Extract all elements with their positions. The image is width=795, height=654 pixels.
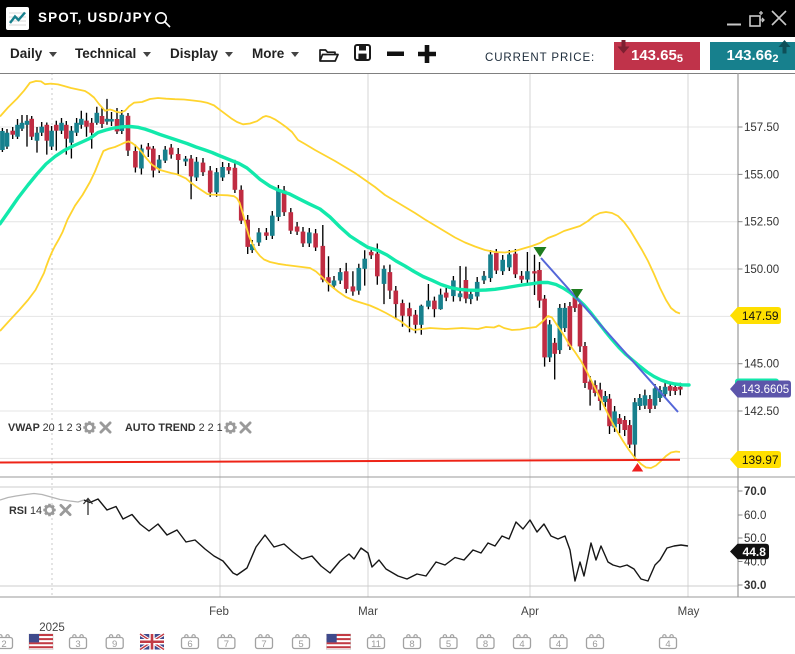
svg-text:139.97: 139.97: [742, 453, 779, 467]
svg-text:6: 6: [592, 639, 597, 650]
svg-text:5: 5: [298, 639, 303, 650]
svg-text:50.0: 50.0: [744, 533, 766, 545]
svg-text:145.00: 145.00: [744, 359, 779, 371]
svg-text:40.0: 40.0: [744, 557, 766, 569]
svg-text:152.50: 152.50: [744, 217, 779, 229]
svg-text:6: 6: [187, 639, 192, 650]
svg-text:60.0: 60.0: [744, 510, 766, 522]
svg-text:AUTO TREND 2 2 1: AUTO TREND 2 2 1: [125, 422, 223, 434]
svg-text:150.00: 150.00: [744, 264, 779, 276]
svg-text:5: 5: [446, 639, 451, 650]
svg-text:147.59: 147.59: [742, 309, 779, 323]
svg-text:70.0: 70.0: [744, 486, 766, 498]
svg-text:2: 2: [1, 639, 6, 650]
svg-text:8: 8: [483, 639, 488, 650]
svg-text:142.50: 142.50: [744, 406, 779, 418]
svg-text:3: 3: [75, 639, 80, 650]
svg-text:RSI 14: RSI 14: [9, 505, 42, 517]
svg-text:157.50: 157.50: [744, 122, 779, 134]
svg-text:Mar: Mar: [358, 606, 378, 618]
svg-text:4: 4: [665, 639, 670, 650]
svg-text:May: May: [678, 606, 700, 618]
svg-text:30.0: 30.0: [744, 580, 766, 592]
svg-text:Feb: Feb: [209, 606, 229, 618]
svg-text:9: 9: [112, 639, 117, 650]
svg-text:4: 4: [556, 639, 561, 650]
svg-text:155.00: 155.00: [744, 169, 779, 181]
svg-text:11: 11: [371, 639, 381, 650]
svg-text:8: 8: [409, 639, 414, 650]
svg-text:4: 4: [519, 639, 524, 650]
svg-text:7: 7: [224, 639, 229, 650]
svg-text:7: 7: [261, 639, 266, 650]
svg-text:VWAP 20 1 2 3: VWAP 20 1 2 3: [8, 422, 82, 434]
svg-text:Apr: Apr: [521, 606, 539, 618]
svg-text:2025: 2025: [39, 622, 65, 634]
svg-text:143.6605: 143.6605: [741, 384, 789, 396]
svg-text:44.8: 44.8: [743, 545, 767, 559]
